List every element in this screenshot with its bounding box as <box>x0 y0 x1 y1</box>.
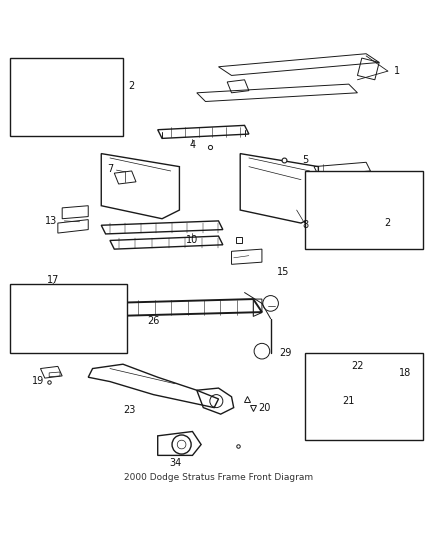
Text: 2: 2 <box>385 218 391 228</box>
Bar <box>10 284 127 353</box>
Text: 8: 8 <box>302 220 309 230</box>
Text: 5: 5 <box>302 155 309 165</box>
Text: 13: 13 <box>45 216 57 226</box>
Bar <box>305 171 423 249</box>
Text: 17: 17 <box>47 274 60 285</box>
Text: 22: 22 <box>351 361 364 372</box>
Text: 29: 29 <box>280 349 292 358</box>
Text: 21: 21 <box>343 396 355 406</box>
Text: 1: 1 <box>393 66 399 76</box>
Text: 15: 15 <box>277 266 290 277</box>
Text: 26: 26 <box>147 316 160 326</box>
Text: 23: 23 <box>123 405 135 415</box>
Bar <box>305 353 423 440</box>
Text: 4: 4 <box>189 140 195 150</box>
Text: 18: 18 <box>399 368 411 378</box>
Text: 19: 19 <box>32 376 45 386</box>
Bar <box>10 58 123 136</box>
Text: 2000 Dodge Stratus Frame Front Diagram: 2000 Dodge Stratus Frame Front Diagram <box>124 473 313 482</box>
Text: 34: 34 <box>169 458 181 468</box>
Text: 10: 10 <box>186 236 198 246</box>
Text: 2: 2 <box>128 82 135 91</box>
Text: 20: 20 <box>258 402 270 413</box>
Text: 7: 7 <box>107 164 113 174</box>
